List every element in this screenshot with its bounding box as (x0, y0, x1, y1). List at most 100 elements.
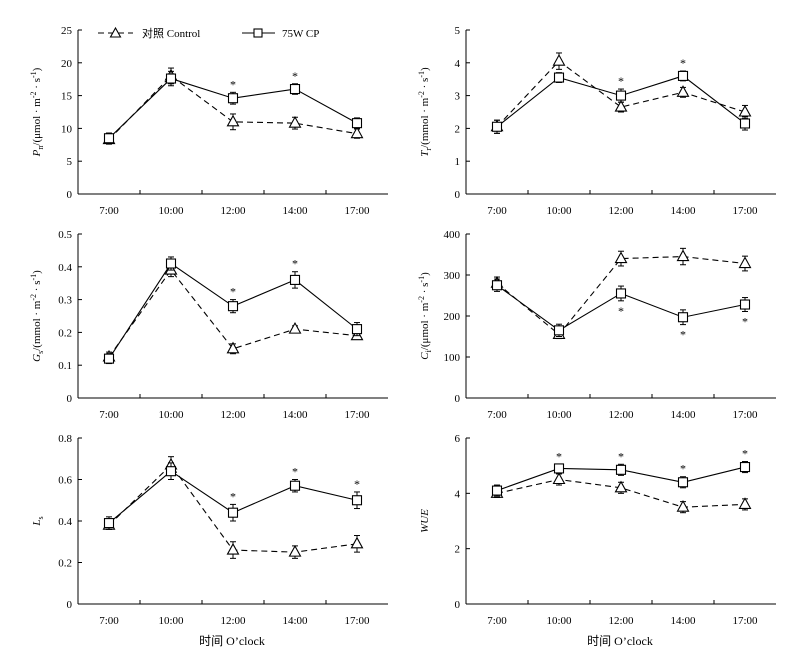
y-axis-label-part: P (31, 149, 43, 157)
y-axis-label: Gs/(mmol · m-2 · s-1) (29, 270, 45, 362)
point-control (676, 85, 690, 97)
y-tick-label: 200 (444, 311, 461, 323)
y-tick-label: 100 (444, 352, 461, 364)
y-axis-label-part: -2 (417, 296, 426, 303)
y-tick-label: 0.1 (58, 360, 72, 372)
chart-panel-ci: 0 100 200 300 400 7:00 10:00 12:00 14:00 17:00 Ci/… (417, 229, 776, 421)
y-axis-label-part: ) (31, 270, 43, 274)
y-axis-label-part: -2 (29, 294, 38, 301)
x-tick-label: 17:00 (344, 615, 370, 627)
series-cp (103, 256, 363, 365)
series-line-control (496, 60, 746, 128)
significance-star: * (556, 449, 562, 463)
y-tick-label: 0.4 (58, 262, 72, 274)
point-control (350, 536, 364, 549)
legend-cp-marker (253, 28, 263, 38)
point-cp (351, 118, 363, 129)
point-control (226, 542, 240, 555)
chart-panel-pn: 0 5 10 15 20 25 7:00 10:00 12:00 14:00 17:00 Pn/(μm… (29, 25, 388, 217)
point-cp (165, 466, 177, 477)
y-tick-label: 4 (455, 58, 461, 70)
y-axis-label-part: i (424, 349, 433, 352)
y-tick-label: 0.6 (58, 475, 72, 487)
y-tick-label: 0.8 (58, 433, 72, 445)
y-tick-label: 25 (61, 25, 73, 37)
chart-panel-ls: 0 0.2 0.4 0.6 0.8 7:00 10:00 12:00 14:00 17:00 Ls *… (31, 433, 388, 627)
y-axis-label-part: -2 (29, 91, 38, 98)
x-tick-label: 12:00 (220, 409, 246, 421)
x-tick-label: 7:00 (99, 409, 119, 421)
x-tick-label: 10:00 (546, 615, 572, 627)
y-axis-label-part: -1 (29, 71, 38, 78)
y-axis-label: Pn/(μmol · m-2 · s-1) (29, 67, 45, 157)
x-tick-label: 12:00 (608, 409, 634, 421)
point-cp (615, 464, 627, 475)
x-tick-label: 17:00 (732, 205, 758, 217)
x-tick-label: 7:00 (99, 205, 119, 217)
y-axis-label-part: r (424, 148, 433, 151)
y-axis-label-part: s (36, 351, 45, 354)
legend-control-marker (109, 26, 122, 38)
point-control (676, 249, 690, 262)
point-control (288, 116, 302, 128)
x-tick-label: 14:00 (282, 409, 308, 421)
point-control (288, 321, 302, 334)
y-tick-label: 1 (455, 156, 461, 168)
significance-star: * (742, 447, 748, 461)
point-cp (491, 121, 503, 132)
point-cp (103, 518, 115, 529)
y-axis-label-part: -1 (417, 276, 426, 283)
point-cp (553, 463, 565, 474)
point-cp (165, 258, 177, 269)
point-cp (289, 83, 301, 95)
x-tick-label: 10:00 (158, 615, 184, 627)
point-cp (553, 325, 565, 336)
series-cp (491, 278, 751, 337)
x-tick-label: 17:00 (732, 615, 758, 627)
point-cp (289, 274, 301, 285)
x-tick-label: 10:00 (546, 409, 572, 421)
chart-panel-wue: 0 2 4 6 7:00 10:00 12:00 14:00 17:00 WUE * * * * (419, 433, 776, 627)
series-line-control (108, 269, 358, 358)
series-cp (491, 461, 751, 497)
point-cp (103, 353, 115, 364)
y-axis-label-part: /(μmol · m (31, 98, 43, 146)
y-tick-label: 0 (67, 393, 73, 405)
y-tick-label: 0.2 (58, 327, 72, 339)
y-tick-label: 0.3 (58, 295, 72, 307)
x-tick-label: 17:00 (732, 409, 758, 421)
point-cp (103, 133, 115, 144)
y-axis-label-part: n (36, 146, 45, 150)
y-axis-label: Ls (31, 516, 45, 526)
legend-cp-label: 75W CP (282, 28, 319, 40)
significance-star: * (230, 489, 236, 503)
y-axis-label-part: T (419, 150, 431, 157)
y-axis-label: Ci/(μmol · m-2 · s-1) (417, 272, 433, 360)
y-tick-label: 0 (455, 393, 461, 405)
point-control (350, 126, 364, 139)
y-tick-label: 5 (67, 156, 73, 168)
series-cp (103, 462, 363, 530)
y-tick-label: 2 (455, 123, 461, 135)
point-cp (227, 507, 239, 518)
x-axis-title-left: 时间 O’clock (199, 634, 265, 648)
point-control (614, 99, 628, 112)
significance-star: * (230, 77, 236, 91)
y-axis-label-part: /(mmol · m (419, 97, 431, 148)
y-axis-label-part: /(μmol · m (419, 302, 431, 350)
y-tick-label: 3 (455, 91, 461, 103)
y-axis-label-part: · s (31, 78, 43, 91)
point-cp (739, 118, 751, 129)
x-tick-label: 14:00 (282, 205, 308, 217)
point-control (614, 251, 628, 264)
y-axis-label-part: · s (31, 281, 43, 294)
chart-panel-tr: 0 1 2 3 4 5 7:00 10:00 12:00 14:00 17:00 Tr/(mmol ·… (417, 25, 776, 217)
point-cp (739, 461, 751, 473)
y-tick-label: 0 (455, 189, 461, 201)
point-control (288, 544, 302, 557)
x-tick-label: 14:00 (670, 409, 696, 421)
x-tick-label: 12:00 (608, 205, 634, 217)
y-axis-label-part: G (31, 354, 43, 362)
point-control (738, 104, 752, 117)
y-axis-label-part: ) (419, 67, 431, 71)
